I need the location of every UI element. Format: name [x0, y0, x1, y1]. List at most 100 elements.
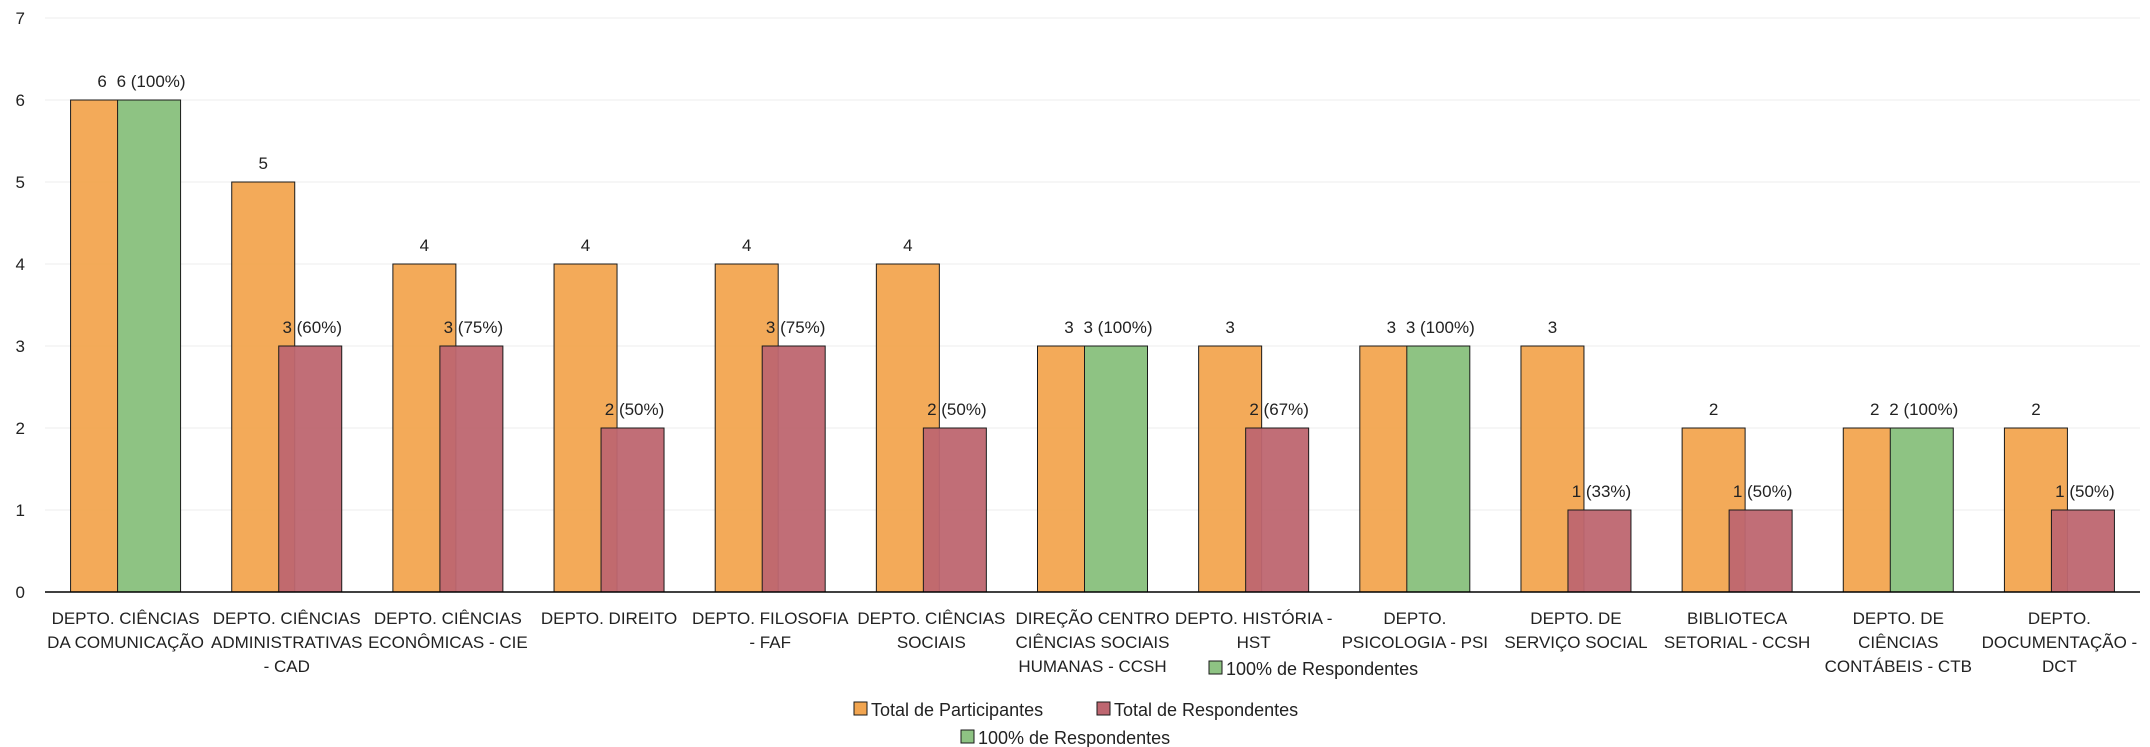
participants-value-label: 5 [258, 154, 267, 173]
x-category-label-line: DEPTO. CIÊNCIAS [374, 609, 522, 628]
x-category-label: DEPTO. CIÊNCIAS ECONÔMICAS - CIE [368, 609, 528, 652]
x-category-label-line: CONTÁBEIS - CTB [1825, 657, 1972, 676]
respondents-value-label: 2 (67%) [1249, 400, 1309, 419]
participants-value-label: 4 [903, 236, 912, 255]
legend-participants-swatch [853, 701, 868, 716]
respondents-value-label: 1 (50%) [1733, 482, 1793, 501]
participants-value-label: 3 [1548, 318, 1557, 337]
full-response-bar [1406, 345, 1471, 593]
legend-respondents-label: Total de Respondentes [1114, 700, 1298, 720]
x-category-label-line: DEPTO. FILOSOFIA [692, 609, 849, 628]
x-category-label: DEPTO. FILOSOFIA - FAF [692, 609, 849, 652]
x-category-label-line: ECONÔMICAS - CIE [368, 633, 528, 652]
legend-full-response-label: 100% de Respondentes [978, 728, 1170, 747]
y-tick-label: 0 [16, 583, 25, 602]
x-category-label-line: DEPTO. CIÊNCIAS [857, 609, 1005, 628]
x-category-label-line: DA COMUNICAÇÃO [47, 633, 204, 652]
respondents-value-label: 2 (50%) [927, 400, 987, 419]
full-response-value-label: 2 (100%) [1889, 400, 1958, 419]
participants-value-label: 4 [581, 236, 590, 255]
y-tick-label: 3 [16, 337, 25, 356]
x-category-label-line: ADMINISTRATIVAS [211, 633, 362, 652]
respondents-value-label: 2 (50%) [605, 400, 665, 419]
participants-value-label: 4 [420, 236, 429, 255]
x-category-label-line: HST [1237, 633, 1271, 652]
full-response-bar [1889, 427, 1954, 593]
respondents-bar [439, 345, 504, 593]
x-category-label-line: DEPTO. CIÊNCIAS [52, 609, 200, 628]
x-category-label: DIREÇÃO CENTRO CIÊNCIAS SOCIAIS HUMANAS - … [1016, 609, 1170, 676]
participants-value-label: 2 [1870, 400, 1879, 419]
y-tick-label: 1 [16, 501, 25, 520]
participants-value-label: 6 [97, 72, 106, 91]
x-category-label: DEPTO. CIÊNCIAS SOCIAIS [857, 609, 1005, 652]
legend-participants-label: Total de Participantes [871, 700, 1043, 720]
respondents-value-label: 3 (60%) [282, 318, 342, 337]
y-tick-label: 7 [16, 9, 25, 28]
full-response-value-label: 6 (100%) [117, 72, 186, 91]
respondents-value-label: 3 (75%) [766, 318, 826, 337]
participants-value-label: 3 [1387, 318, 1396, 337]
respondents-bar [761, 345, 826, 593]
x-category-label: DEPTO. HISTÓRIA - HST [1175, 609, 1332, 652]
full-response-bar [117, 99, 182, 593]
respondents-value-label: 1 (50%) [2055, 482, 2115, 501]
x-category-label-line: CIÊNCIAS [1858, 633, 1938, 652]
respondents-bar [1245, 427, 1310, 593]
legend: Total de Participantes Total de Responden… [853, 659, 1418, 747]
x-category-label-line: DIREÇÃO CENTRO [1016, 609, 1170, 628]
bars [70, 99, 2115, 593]
x-category-label-line: DEPTO. DE [1530, 609, 1621, 628]
legend-respondents-swatch [1096, 701, 1111, 716]
x-category-label-line: SERVIÇO SOCIAL [1504, 633, 1647, 652]
x-category-label: DEPTO. CIÊNCIAS DA COMUNICAÇÃO [47, 609, 204, 652]
x-category-label-line: DEPTO. [1383, 609, 1446, 628]
respondents-bar [600, 427, 665, 593]
x-category-label-line: SETORIAL - CCSH [1664, 633, 1810, 652]
x-category-label: DEPTO. DOCUMENTAÇÃO - DCT [1982, 609, 2138, 676]
participants-value-label: 2 [2031, 400, 2040, 419]
legend-full-response-extra-label: 100% de Respondentes [1226, 659, 1418, 679]
x-category-label-line: DOCUMENTAÇÃO - [1982, 633, 2138, 652]
x-category-label-line: DEPTO. CIÊNCIAS [213, 609, 361, 628]
legend-full-response-swatch [960, 729, 975, 744]
x-category-label-line: BIBLIOTECA [1687, 609, 1788, 628]
x-category-label: DEPTO. DIREITO [541, 609, 677, 628]
full-response-value-label: 3 (100%) [1406, 318, 1475, 337]
respondents-bar [278, 345, 343, 593]
respondents-bar [2050, 509, 2115, 593]
y-tick-label: 5 [16, 173, 25, 192]
x-category-label: DEPTO. DE SERVIÇO SOCIAL [1504, 609, 1647, 652]
x-category-label-line: DEPTO. HISTÓRIA - [1175, 609, 1332, 628]
x-category-label-line: CIÊNCIAS SOCIAIS [1016, 633, 1170, 652]
respondents-value-label: 3 (75%) [444, 318, 504, 337]
x-category-label: DEPTO. PSICOLOGIA - PSI [1342, 609, 1488, 652]
participants-value-label: 3 [1064, 318, 1073, 337]
x-category-label-line: DEPTO. [2028, 609, 2091, 628]
y-tick-label: 2 [16, 419, 25, 438]
x-category-label-line: DCT [2042, 657, 2077, 676]
y-tick-label: 6 [16, 91, 25, 110]
participants-value-label: 2 [1709, 400, 1718, 419]
x-category-label-line: HUMANAS - CCSH [1018, 657, 1166, 676]
participants-value-label: 4 [742, 236, 751, 255]
x-category-label-line: SOCIAIS [897, 633, 966, 652]
respondents-bar [922, 427, 987, 593]
x-category-label-line: DEPTO. DIREITO [541, 609, 677, 628]
x-category-label: DEPTO. DE CIÊNCIAS CONTÁBEIS - CTB [1825, 609, 1972, 676]
x-category-label-line: - CAD [264, 657, 310, 676]
respondents-bar [1567, 509, 1632, 593]
legend-full-response-extra-swatch [1208, 660, 1223, 675]
full-response-bar [1084, 345, 1148, 593]
x-category-label-line: DEPTO. DE [1853, 609, 1944, 628]
y-axis: 0 1 2 3 4 5 6 7 [16, 9, 25, 602]
participants-value-label: 3 [1225, 318, 1234, 337]
x-category-label: BIBLIOTECA SETORIAL - CCSH [1664, 609, 1810, 652]
x-category-label-line: PSICOLOGIA - PSI [1342, 633, 1488, 652]
respondents-value-label: 1 (33%) [1572, 482, 1632, 501]
x-category-label-line: - FAF [749, 633, 791, 652]
full-response-value-label: 3 (100%) [1084, 318, 1153, 337]
data-labels: 6 6 (100%) 5 3 (60%) 4 3 (75%) 4 2 (50%) 4 3 (75%… [97, 72, 2114, 501]
